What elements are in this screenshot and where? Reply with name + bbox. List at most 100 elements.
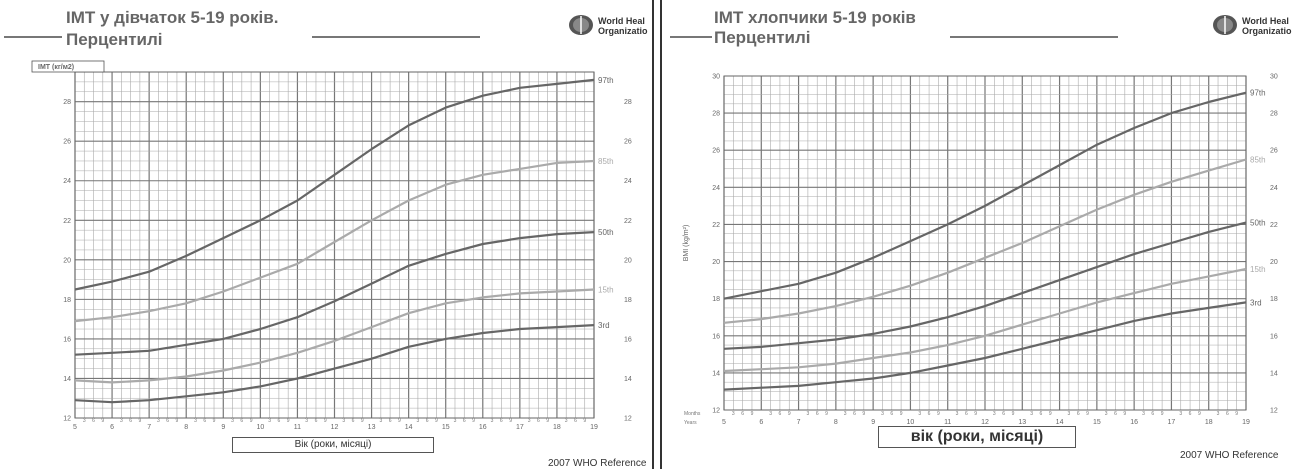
y-tick-label: 16 xyxy=(712,333,720,340)
percentile-curve-85th xyxy=(74,159,595,323)
month-tick-label: 6 xyxy=(1226,411,1229,417)
y-tick-label-right: 30 xyxy=(1270,74,1278,81)
month-tick-label: 3 xyxy=(83,418,86,424)
x-tick-label: 13 xyxy=(368,424,376,431)
month-tick-label: 9 xyxy=(176,418,179,424)
percentile-curve-97th xyxy=(723,91,1247,300)
month-tick-label: 3 xyxy=(956,411,959,417)
month-tick-label: 3 xyxy=(157,418,160,424)
month-tick-label: 6 xyxy=(741,411,744,417)
month-tick-label: 6 xyxy=(890,411,893,417)
percentile-curve-50th xyxy=(74,231,595,356)
month-tick-label: 9 xyxy=(788,411,791,417)
month-tick-label: 3 xyxy=(454,418,457,424)
percentile-curve-15th xyxy=(74,288,595,384)
month-tick-label: 9 xyxy=(751,411,754,417)
month-tick-label: 6 xyxy=(574,418,577,424)
y-tick-label-right: 14 xyxy=(624,376,632,383)
percentile-curve-85th xyxy=(723,158,1247,324)
x-tick-label: 10 xyxy=(907,419,915,426)
month-tick-label: 9 xyxy=(1012,411,1015,417)
month-tick-label: 9 xyxy=(435,418,438,424)
x-tick-label: 10 xyxy=(256,424,264,431)
month-tick-label: 3 xyxy=(231,418,234,424)
month-tick-label: 9 xyxy=(974,411,977,417)
percentile-curve-15th xyxy=(723,267,1247,373)
month-tick-label: 3 xyxy=(918,411,921,417)
title-rule-left xyxy=(670,36,712,38)
x-tick-label: 12 xyxy=(981,419,989,426)
y-tick-label: 24 xyxy=(712,185,720,192)
month-tick-label: 9 xyxy=(900,411,903,417)
month-tick-label: 9 xyxy=(324,418,327,424)
who-logo-icon xyxy=(569,15,593,35)
y-tick-label: 28 xyxy=(712,111,720,118)
month-tick-label: 6 xyxy=(240,418,243,424)
y-tick-label-right: 16 xyxy=(1270,333,1278,340)
y-tick-label-right: 14 xyxy=(1270,370,1278,377)
y-tick-label-right: 28 xyxy=(624,99,632,106)
x-tick-label: 15 xyxy=(442,424,450,431)
y-tick-label: 26 xyxy=(63,139,71,146)
x-axis-label: Вік (роки, місяці) xyxy=(232,437,434,453)
chart-title: IMT у дівчаток 5-19 років. xyxy=(66,8,279,27)
y-tick-label-right: 16 xyxy=(624,336,632,343)
y-tick-label: 22 xyxy=(63,218,71,225)
month-tick-label: 9 xyxy=(937,411,940,417)
month-tick-label: 3 xyxy=(120,418,123,424)
y-tick-label: 26 xyxy=(712,148,720,155)
month-tick-label: 3 xyxy=(1068,411,1071,417)
month-tick-label: 3 xyxy=(1142,411,1145,417)
girls-bmi-line-chart: 12 12 14 14 16 16 18 18 20 20 22 22 24 24 26 26 28 28 5 6 7 8… xyxy=(31,60,632,431)
x-tick-label: 6 xyxy=(110,424,114,431)
x-tick-label: 14 xyxy=(1056,419,1064,426)
y-tick-label-right: 28 xyxy=(1270,111,1278,118)
month-tick-label: 6 xyxy=(816,411,819,417)
who-name-line1: World Heal xyxy=(598,16,645,26)
title-rule-left xyxy=(4,36,62,38)
who-logo-icon xyxy=(1213,15,1237,35)
percentile-curve-3rd xyxy=(74,324,595,404)
month-tick-label: 9 xyxy=(250,418,253,424)
x-axis-label: вік (роки, місяці) xyxy=(878,426,1076,448)
y-axis-label-box xyxy=(31,60,105,73)
plot-frame xyxy=(723,75,1247,411)
x-tick-label: 13 xyxy=(1018,419,1026,426)
month-tick-label: 9 xyxy=(287,418,290,424)
percentile-curve-3rd xyxy=(723,301,1247,391)
curve-label-50th: 50th xyxy=(598,228,614,237)
x-tick-label: 6 xyxy=(759,419,763,426)
month-tick-label: 6 xyxy=(1114,411,1117,417)
y-tick-label-right: 20 xyxy=(1270,259,1278,266)
month-tick-label: 6 xyxy=(389,418,392,424)
y-tick-label: 18 xyxy=(712,296,720,303)
month-tick-label: 3 xyxy=(1179,411,1182,417)
percentile-curve-97th xyxy=(74,78,595,291)
month-tick-label: 6 xyxy=(92,418,95,424)
month-tick-label: 9 xyxy=(862,411,865,417)
boys-bmi-line-chart: 12 12 14 14 16 16 18 18 20 20 22 22 24 24 26 26 28 28 30 30… xyxy=(683,74,1278,427)
x-tick-label: 19 xyxy=(590,424,598,431)
curve-label-85th: 85th xyxy=(1250,156,1266,165)
month-tick-label: 9 xyxy=(213,418,216,424)
month-tick-label: 6 xyxy=(278,418,281,424)
boys-bmi-chart-panel: IMT хлопчики 5-19 років Перцентилі World… xyxy=(660,0,1293,469)
month-tick-label: 9 xyxy=(138,418,141,424)
month-tick-label: 9 xyxy=(101,418,104,424)
years-label: Years xyxy=(684,420,697,426)
x-tick-label: 8 xyxy=(184,424,188,431)
month-tick-label: 6 xyxy=(779,411,782,417)
month-tick-label: 3 xyxy=(807,411,810,417)
month-tick-label: 6 xyxy=(500,418,503,424)
y-tick-label-right: 12 xyxy=(1270,408,1278,415)
month-tick-label: 9 xyxy=(1049,411,1052,417)
curve-label-97th: 97th xyxy=(598,76,614,85)
month-tick-label: 3 xyxy=(417,418,420,424)
y-tick-label: 20 xyxy=(712,259,720,266)
plot-frame xyxy=(74,71,595,419)
x-tick-label: 17 xyxy=(516,424,524,431)
month-tick-label: 3 xyxy=(1030,411,1033,417)
y-tick-label: 28 xyxy=(63,99,71,106)
x-tick-label: 9 xyxy=(221,424,225,431)
month-tick-label: 3 xyxy=(769,411,772,417)
